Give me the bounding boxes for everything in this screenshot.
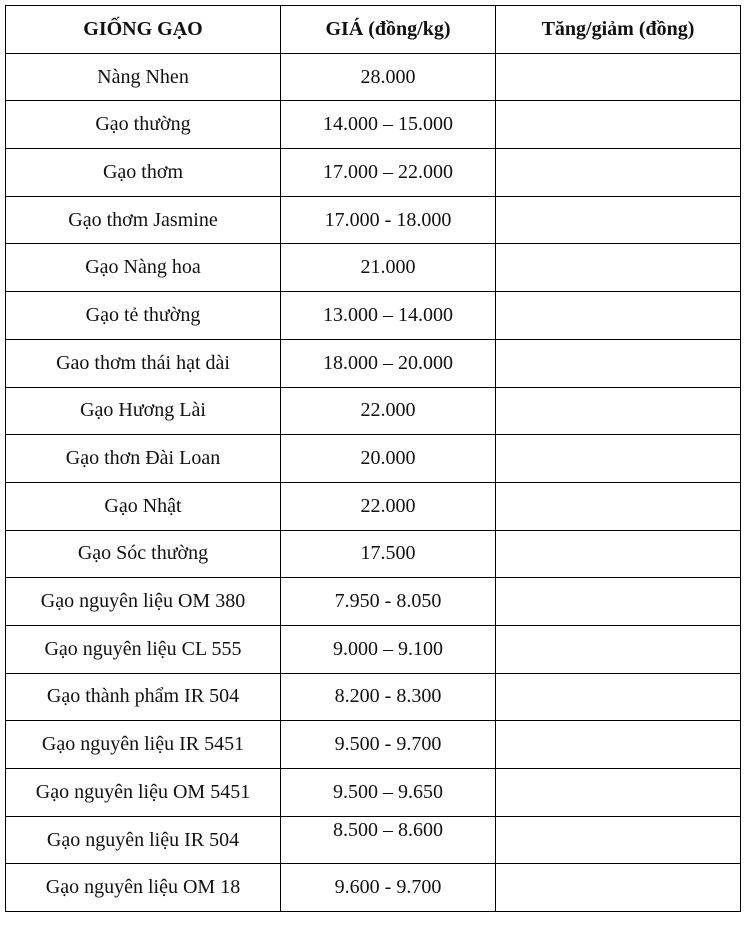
- header-price: GIÁ (đồng/kg): [280, 5, 496, 54]
- table-row: Gạo Nhật 22.000: [5, 481, 741, 531]
- variety-cell: Gạo nguyên liệu IR 504: [5, 815, 281, 865]
- variety-cell: Gạo nguyên liệu OM 5451: [5, 768, 281, 817]
- table-row: Nàng Nhen 28.000: [5, 52, 741, 102]
- price-cell: 17.000 – 22.000: [280, 148, 496, 197]
- price-cell: 13.000 – 14.000: [280, 291, 496, 340]
- rice-price-table: GIỐNG GẠO GIÁ (đồng/kg) Tăng/giảm (đồng)…: [5, 5, 741, 913]
- table-header-row: GIỐNG GẠO GIÁ (đồng/kg) Tăng/giảm (đồng): [5, 5, 741, 54]
- price-cell: 17.500: [280, 529, 496, 579]
- table-row: Gạo thơm Jasmine 17.000 - 18.000: [5, 195, 741, 245]
- variety-cell: Gạo thành phẩm IR 504: [5, 672, 281, 722]
- variety-cell: Gạo tẻ thường: [5, 291, 281, 340]
- variety-cell: Gạo thơn Đài Loan: [5, 434, 281, 483]
- table-row: Gạo nguyên liệu OM 5451 9.500 – 9.650: [5, 768, 741, 817]
- price-cell: 9.500 – 9.650: [280, 768, 496, 817]
- change-cell: [495, 386, 741, 436]
- price-cell: 22.000: [280, 386, 496, 436]
- change-cell: [495, 529, 741, 579]
- table-row: Gạo thơm 17.000 – 22.000: [5, 148, 741, 197]
- price-cell: 18.000 – 20.000: [280, 338, 496, 388]
- table-row: Gạo Nàng hoa 21.000: [5, 243, 741, 293]
- variety-cell: Gạo nguyên liệu IR 5451: [5, 720, 281, 769]
- table-row: Gạo nguyên liệu IR 5451 9.500 - 9.700: [5, 720, 741, 769]
- variety-cell: Gạo Sóc thường: [5, 529, 281, 579]
- table-row: Gạo Sóc thường 17.500: [5, 529, 741, 579]
- change-cell: [495, 768, 741, 817]
- price-cell: 8.500 – 8.600: [280, 815, 496, 865]
- price-cell: 22.000: [280, 481, 496, 531]
- variety-cell: Gạo thường: [5, 100, 281, 150]
- change-cell: [495, 720, 741, 769]
- change-cell: [495, 338, 741, 388]
- change-cell: [495, 434, 741, 483]
- price-cell: 9.000 – 9.100: [280, 624, 496, 674]
- price-cell: 21.000: [280, 243, 496, 293]
- variety-cell: Gạo thơm: [5, 148, 281, 197]
- change-cell: [495, 52, 741, 102]
- variety-cell: Gao thơm thái hạt dài: [5, 338, 281, 388]
- change-cell: [495, 148, 741, 197]
- table-row: Gạo nguyên liệu IR 504 8.500 – 8.600: [5, 815, 741, 865]
- variety-cell: Gạo nguyên liệu OM 18: [5, 863, 281, 913]
- header-variety: GIỐNG GẠO: [5, 5, 281, 54]
- variety-cell: Nàng Nhen: [5, 52, 281, 102]
- variety-cell: Gạo nguyên liệu CL 555: [5, 624, 281, 674]
- table-row: Gạo Hương Lài 22.000: [5, 386, 741, 436]
- table-row: Gạo thường 14.000 – 15.000: [5, 100, 741, 150]
- table-row: Gạo nguyên liệu OM 18 9.600 - 9.700: [5, 863, 741, 913]
- variety-cell: Gạo thơm Jasmine: [5, 195, 281, 245]
- table-row: Gạo thành phẩm IR 504 8.200 - 8.300: [5, 672, 741, 722]
- header-change: Tăng/giảm (đồng): [495, 5, 741, 54]
- price-cell: 14.000 – 15.000: [280, 100, 496, 150]
- change-cell: [495, 863, 741, 913]
- change-cell: [495, 195, 741, 245]
- variety-cell: Gạo nguyên liệu OM 380: [5, 577, 281, 626]
- change-cell: [495, 624, 741, 674]
- variety-cell: Gạo Nhật: [5, 481, 281, 531]
- change-cell: [495, 100, 741, 150]
- table-row: Gạo nguyên liệu CL 555 9.000 – 9.100: [5, 624, 741, 674]
- price-cell: 20.000: [280, 434, 496, 483]
- price-cell: 9.600 - 9.700: [280, 863, 496, 913]
- price-cell: 7.950 - 8.050: [280, 577, 496, 626]
- table-row: Gạo tẻ thường 13.000 – 14.000: [5, 291, 741, 340]
- change-cell: [495, 481, 741, 531]
- change-cell: [495, 672, 741, 722]
- price-cell: 9.500 - 9.700: [280, 720, 496, 769]
- table-row: Gao thơm thái hạt dài 18.000 – 20.000: [5, 338, 741, 388]
- price-cell: 17.000 - 18.000: [280, 195, 496, 245]
- variety-cell: Gạo Nàng hoa: [5, 243, 281, 293]
- table-row: Gạo nguyên liệu OM 380 7.950 - 8.050: [5, 577, 741, 626]
- change-cell: [495, 815, 741, 865]
- price-cell: 28.000: [280, 52, 496, 102]
- table-row: Gạo thơn Đài Loan 20.000: [5, 434, 741, 483]
- variety-cell: Gạo Hương Lài: [5, 386, 281, 436]
- change-cell: [495, 577, 741, 626]
- price-cell: 8.200 - 8.300: [280, 672, 496, 722]
- change-cell: [495, 243, 741, 293]
- change-cell: [495, 291, 741, 340]
